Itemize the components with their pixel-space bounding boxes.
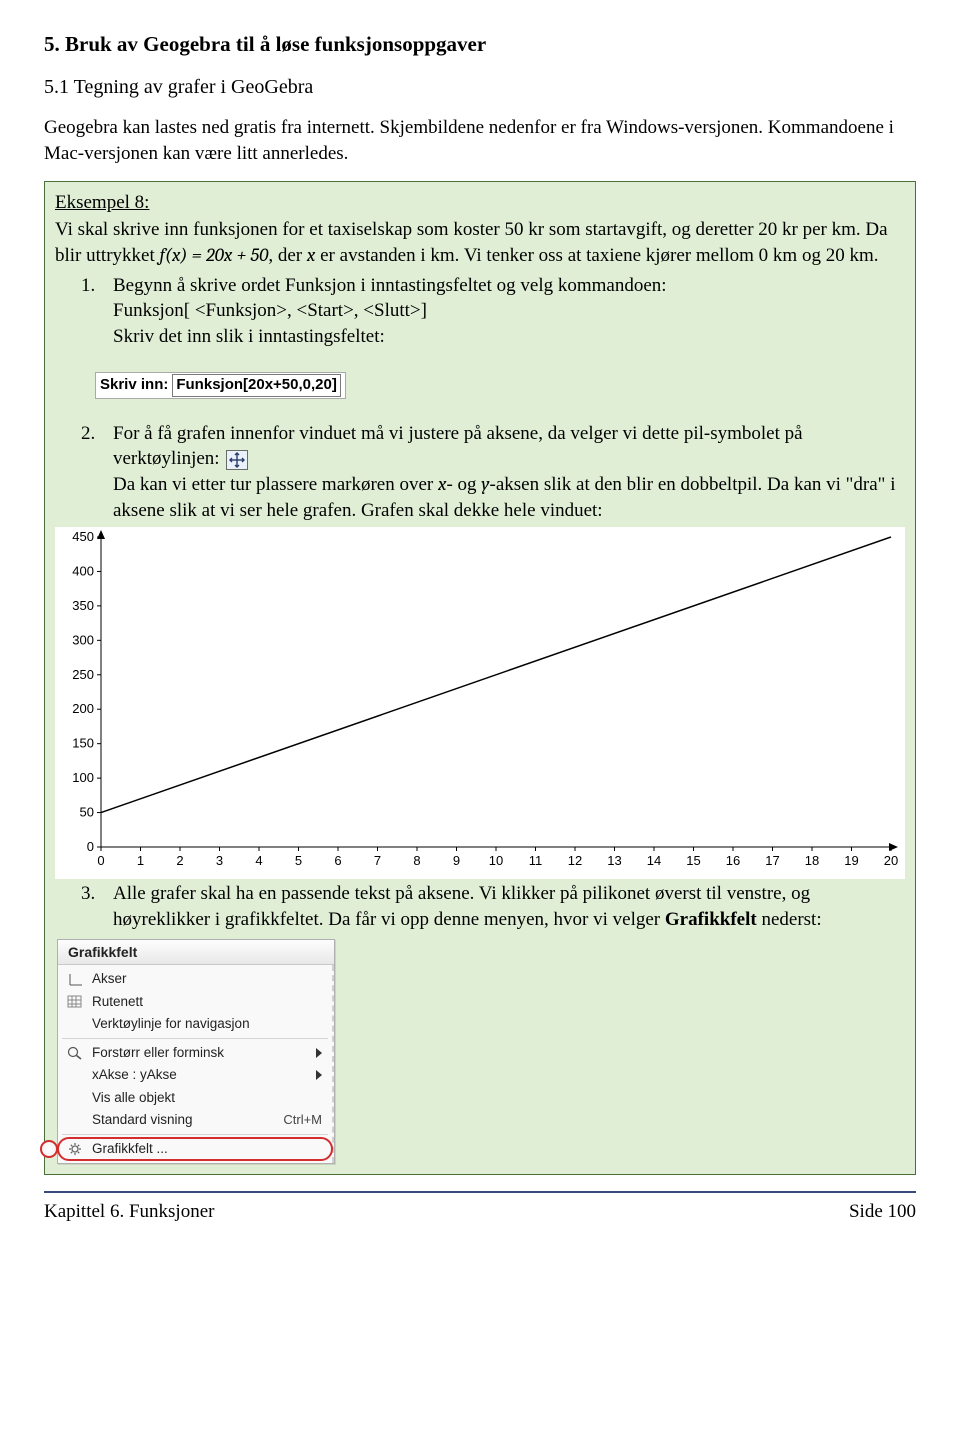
menu-item[interactable]: xAkse : yAkse: [58, 1064, 332, 1086]
svg-text:14: 14: [647, 853, 661, 868]
svg-text:6: 6: [334, 853, 341, 868]
menu-item-label: Standard visning: [92, 1111, 275, 1129]
svg-text:8: 8: [413, 853, 420, 868]
svg-text:50: 50: [80, 805, 94, 820]
menu-separator: [62, 1134, 328, 1135]
menu-separator: [62, 1038, 328, 1039]
menu-item-label: xAkse : yAkse: [92, 1066, 308, 1084]
axes-icon: [66, 972, 84, 988]
gear-icon: [66, 1141, 84, 1157]
menu-item[interactable]: Standard visning Ctrl+M: [58, 1109, 332, 1131]
blank-icon: [66, 1067, 84, 1083]
svg-text:19: 19: [844, 853, 858, 868]
menu-item-label: Vis alle objekt: [92, 1089, 322, 1107]
svg-text:100: 100: [72, 770, 94, 785]
menu-body: Akser Rutenett Verktøylinje for navigasjon…: [58, 965, 334, 1163]
svg-text:0: 0: [87, 839, 94, 854]
line-chart: 0501001502002503003504004500123456789101…: [55, 529, 905, 879]
blank-icon: [66, 1016, 84, 1032]
svg-text:450: 450: [72, 529, 94, 544]
menu-item[interactable]: Forstørr eller forminsk: [58, 1042, 332, 1064]
svg-text:12: 12: [568, 853, 582, 868]
svg-text:0: 0: [97, 853, 104, 868]
example-lead-c: er avstanden i km. Vi tenker oss at taxi…: [315, 245, 878, 266]
menu-item-label: Rutenett: [92, 993, 322, 1011]
menu-item[interactable]: Grafikkfelt ...: [58, 1138, 332, 1160]
menu-item[interactable]: Verktøylinje for navigasjon: [58, 1013, 332, 1035]
menu-item[interactable]: Rutenett: [58, 991, 332, 1013]
move-axes-icon[interactable]: [226, 450, 248, 470]
context-menu: Grafikkfelt Akser Rutenett Verktøylinje fo…: [57, 939, 335, 1165]
svg-text:17: 17: [765, 853, 779, 868]
section-heading: 5. Bruk av Geogebra til å løse funksjons…: [44, 30, 916, 58]
zoom-icon: [66, 1045, 84, 1061]
svg-text:20: 20: [884, 853, 898, 868]
step-3: 3. Alle grafer skal ha en passende tekst…: [55, 881, 905, 932]
menu-item-label: Akser: [92, 970, 322, 988]
svg-text:9: 9: [453, 853, 460, 868]
svg-text:18: 18: [805, 853, 819, 868]
svg-text:11: 11: [529, 853, 543, 868]
svg-text:15: 15: [686, 853, 700, 868]
svg-text:250: 250: [72, 667, 94, 682]
svg-text:16: 16: [726, 853, 740, 868]
submenu-arrow-icon: [316, 1048, 322, 1058]
skrivinn-input[interactable]: Funksjon[20x+50,0,20]: [172, 374, 341, 396]
subsection-heading: 5.1 Tegning av grafer i GeoGebra: [44, 74, 916, 101]
step-2-number: 2.: [81, 421, 99, 524]
page-footer: Kapittel 6. Funksjoner Side 100: [0, 1193, 960, 1249]
step-1-number: 1.: [81, 273, 99, 350]
selection-marker-icon: [40, 1140, 58, 1158]
skrivinn-label: Skriv inn:: [100, 375, 168, 395]
menu-shortcut: Ctrl+M: [283, 1111, 322, 1129]
example-formula: f(x) = 20x + 50: [159, 244, 268, 266]
step-2: 2. For å få grafen innenfor vinduet må v…: [55, 421, 905, 524]
step-3-bold: Grafikkfelt: [665, 909, 757, 930]
svg-text:300: 300: [72, 633, 94, 648]
footer-left: Kapittel 6. Funksjoner: [44, 1199, 214, 1225]
menu-item[interactable]: Akser: [58, 968, 332, 990]
menu-item[interactable]: Vis alle objekt: [58, 1087, 332, 1109]
step-1-text-a: Begynn å skrive ordet Funksjon i inntast…: [113, 273, 667, 299]
example-lead-b: , der: [268, 245, 307, 266]
example-box: Eksempel 8: Vi skal skrive inn funksjone…: [44, 181, 916, 1176]
menu-title: Grafikkfelt: [58, 940, 334, 966]
svg-text:2: 2: [176, 853, 183, 868]
submenu-arrow-icon: [316, 1070, 322, 1080]
step-3-text-c: nederst:: [757, 909, 822, 930]
example-lead: Vi skal skrive inn funksjonen for et tax…: [55, 217, 905, 268]
svg-text:13: 13: [607, 853, 621, 868]
step-2-text-a: For å få grafen innenfor vinduet må vi j…: [113, 423, 803, 470]
step-1-text-c: Skriv det inn slik i inntastingsfeltet:: [113, 324, 667, 350]
svg-text:10: 10: [489, 853, 503, 868]
chart-container: 0501001502002503003504004500123456789101…: [55, 527, 905, 879]
svg-text:5: 5: [295, 853, 302, 868]
footer-right: Side 100: [849, 1199, 916, 1225]
intro-paragraph: Geogebra kan lastes ned gratis fra inter…: [44, 115, 916, 166]
svg-text:4: 4: [255, 853, 262, 868]
svg-text:200: 200: [72, 702, 94, 717]
svg-text:400: 400: [72, 564, 94, 579]
blank-icon: [66, 1090, 84, 1106]
step-3-number: 3.: [81, 881, 99, 932]
menu-item-label: Grafikkfelt ...: [92, 1140, 322, 1158]
step-1-text-b: Funksjon[ <Funksjon>, <Start>, <Slutt>]: [113, 298, 667, 324]
step-2-y: y: [481, 473, 489, 495]
svg-text:7: 7: [374, 853, 381, 868]
blank-icon: [66, 1112, 84, 1128]
svg-text:3: 3: [216, 853, 223, 868]
menu-item-label: Forstørr eller forminsk: [92, 1044, 308, 1062]
svg-text:350: 350: [72, 598, 94, 613]
step-2-mid: - og: [446, 474, 481, 495]
step-1: 1. Begynn å skrive ordet Funksjon i innt…: [55, 273, 905, 350]
svg-text:150: 150: [72, 736, 94, 751]
example-title: Eksempel 8:: [55, 190, 905, 216]
step-2-text-b-pre: Da kan vi etter tur plassere markøren ov…: [113, 474, 438, 495]
svg-text:1: 1: [137, 853, 144, 868]
input-field-screenshot: Skriv inn: Funksjon[20x+50,0,20]: [95, 371, 905, 398]
menu-item-label: Verktøylinje for navigasjon: [92, 1015, 322, 1033]
grid-icon: [66, 994, 84, 1010]
